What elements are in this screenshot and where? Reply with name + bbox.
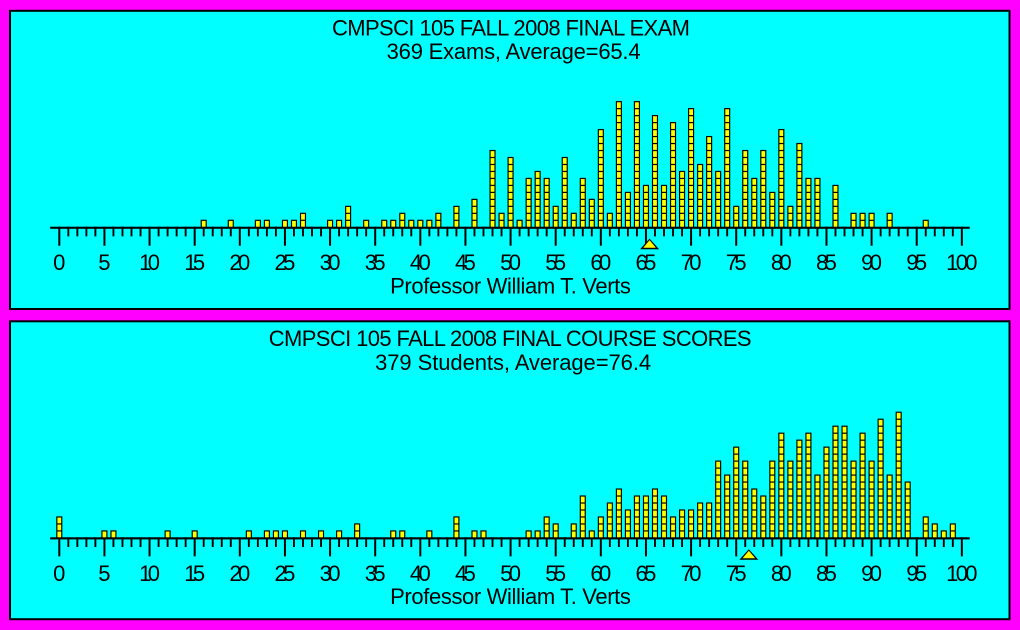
- svg-text:70: 70: [681, 250, 702, 275]
- svg-text:0: 0: [53, 561, 65, 586]
- svg-text:75: 75: [726, 561, 747, 586]
- svg-text:75: 75: [726, 250, 747, 275]
- svg-text:85: 85: [816, 250, 837, 275]
- svg-text:95: 95: [906, 250, 927, 275]
- svg-text:65: 65: [636, 250, 657, 275]
- svg-text:10: 10: [139, 561, 160, 586]
- svg-text:90: 90: [861, 561, 882, 586]
- svg-text:85: 85: [816, 561, 837, 586]
- svg-text:45: 45: [455, 250, 476, 275]
- svg-text:0: 0: [53, 250, 65, 275]
- svg-text:20: 20: [229, 250, 250, 275]
- svg-text:379 Students, Average=76.4: 379 Students, Average=76.4: [375, 350, 651, 375]
- svg-text:5: 5: [98, 250, 110, 275]
- svg-text:5: 5: [98, 561, 110, 586]
- svg-text:40: 40: [410, 250, 431, 275]
- svg-text:80: 80: [771, 250, 792, 275]
- svg-text:50: 50: [500, 250, 521, 275]
- svg-text:15: 15: [184, 250, 205, 275]
- svg-text:15: 15: [184, 561, 205, 586]
- svg-text:95: 95: [906, 561, 927, 586]
- svg-text:CMPSCI 105 FALL 2008 FINAL COU: CMPSCI 105 FALL 2008 FINAL COURSE SCORES: [269, 326, 752, 351]
- svg-text:35: 35: [365, 250, 386, 275]
- svg-text:20: 20: [229, 561, 250, 586]
- svg-text:10: 10: [139, 250, 160, 275]
- svg-text:30: 30: [320, 250, 341, 275]
- svg-text:30: 30: [320, 561, 341, 586]
- svg-text:35: 35: [365, 561, 386, 586]
- svg-text:55: 55: [545, 250, 566, 275]
- svg-text:60: 60: [590, 561, 611, 586]
- svg-text:100: 100: [946, 561, 977, 586]
- svg-text:65: 65: [636, 561, 657, 586]
- svg-text:Professor William T. Verts: Professor William T. Verts: [390, 584, 631, 609]
- svg-text:40: 40: [410, 561, 431, 586]
- svg-text:CMPSCI 105 FALL 2008 FINAL EXA: CMPSCI 105 FALL 2008 FINAL EXAM: [332, 16, 690, 41]
- svg-text:80: 80: [771, 561, 792, 586]
- svg-text:60: 60: [590, 250, 611, 275]
- svg-text:90: 90: [861, 250, 882, 275]
- svg-text:25: 25: [274, 561, 295, 586]
- svg-text:369 Exams, Average=65.4: 369 Exams, Average=65.4: [387, 39, 641, 64]
- svg-text:55: 55: [545, 561, 566, 586]
- svg-text:70: 70: [681, 561, 702, 586]
- svg-text:45: 45: [455, 561, 476, 586]
- svg-text:25: 25: [274, 250, 295, 275]
- svg-text:100: 100: [946, 250, 977, 275]
- svg-text:50: 50: [500, 561, 521, 586]
- svg-text:Professor William T. Verts: Professor William T. Verts: [390, 273, 631, 298]
